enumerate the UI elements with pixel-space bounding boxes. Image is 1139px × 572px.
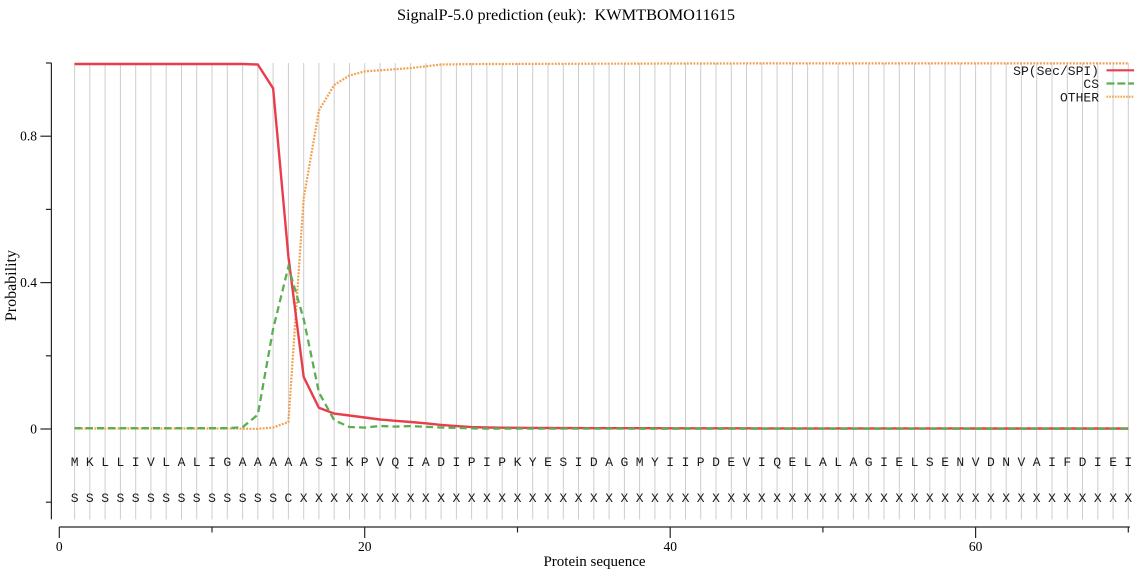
svg-text:SignalP-5.0 prediction (euk):: SignalP-5.0 prediction (euk): KWMTBOMO11… — [397, 5, 735, 24]
svg-text:60: 60 — [969, 539, 983, 554]
svg-text:SP(Sec/SPI): SP(Sec/SPI) — [1013, 64, 1099, 79]
svg-text:0.4: 0.4 — [20, 275, 37, 290]
svg-text:0: 0 — [56, 539, 63, 554]
svg-text:0.8: 0.8 — [20, 129, 37, 144]
svg-text:CS: CS — [1083, 77, 1099, 92]
svg-text:40: 40 — [663, 539, 677, 554]
svg-text:20: 20 — [358, 539, 372, 554]
svg-text:0: 0 — [30, 421, 37, 436]
svg-text:OTHER: OTHER — [1060, 90, 1099, 105]
svg-text:Probability: Probability — [3, 250, 20, 321]
svg-text:Protein sequence: Protein sequence — [543, 554, 645, 570]
